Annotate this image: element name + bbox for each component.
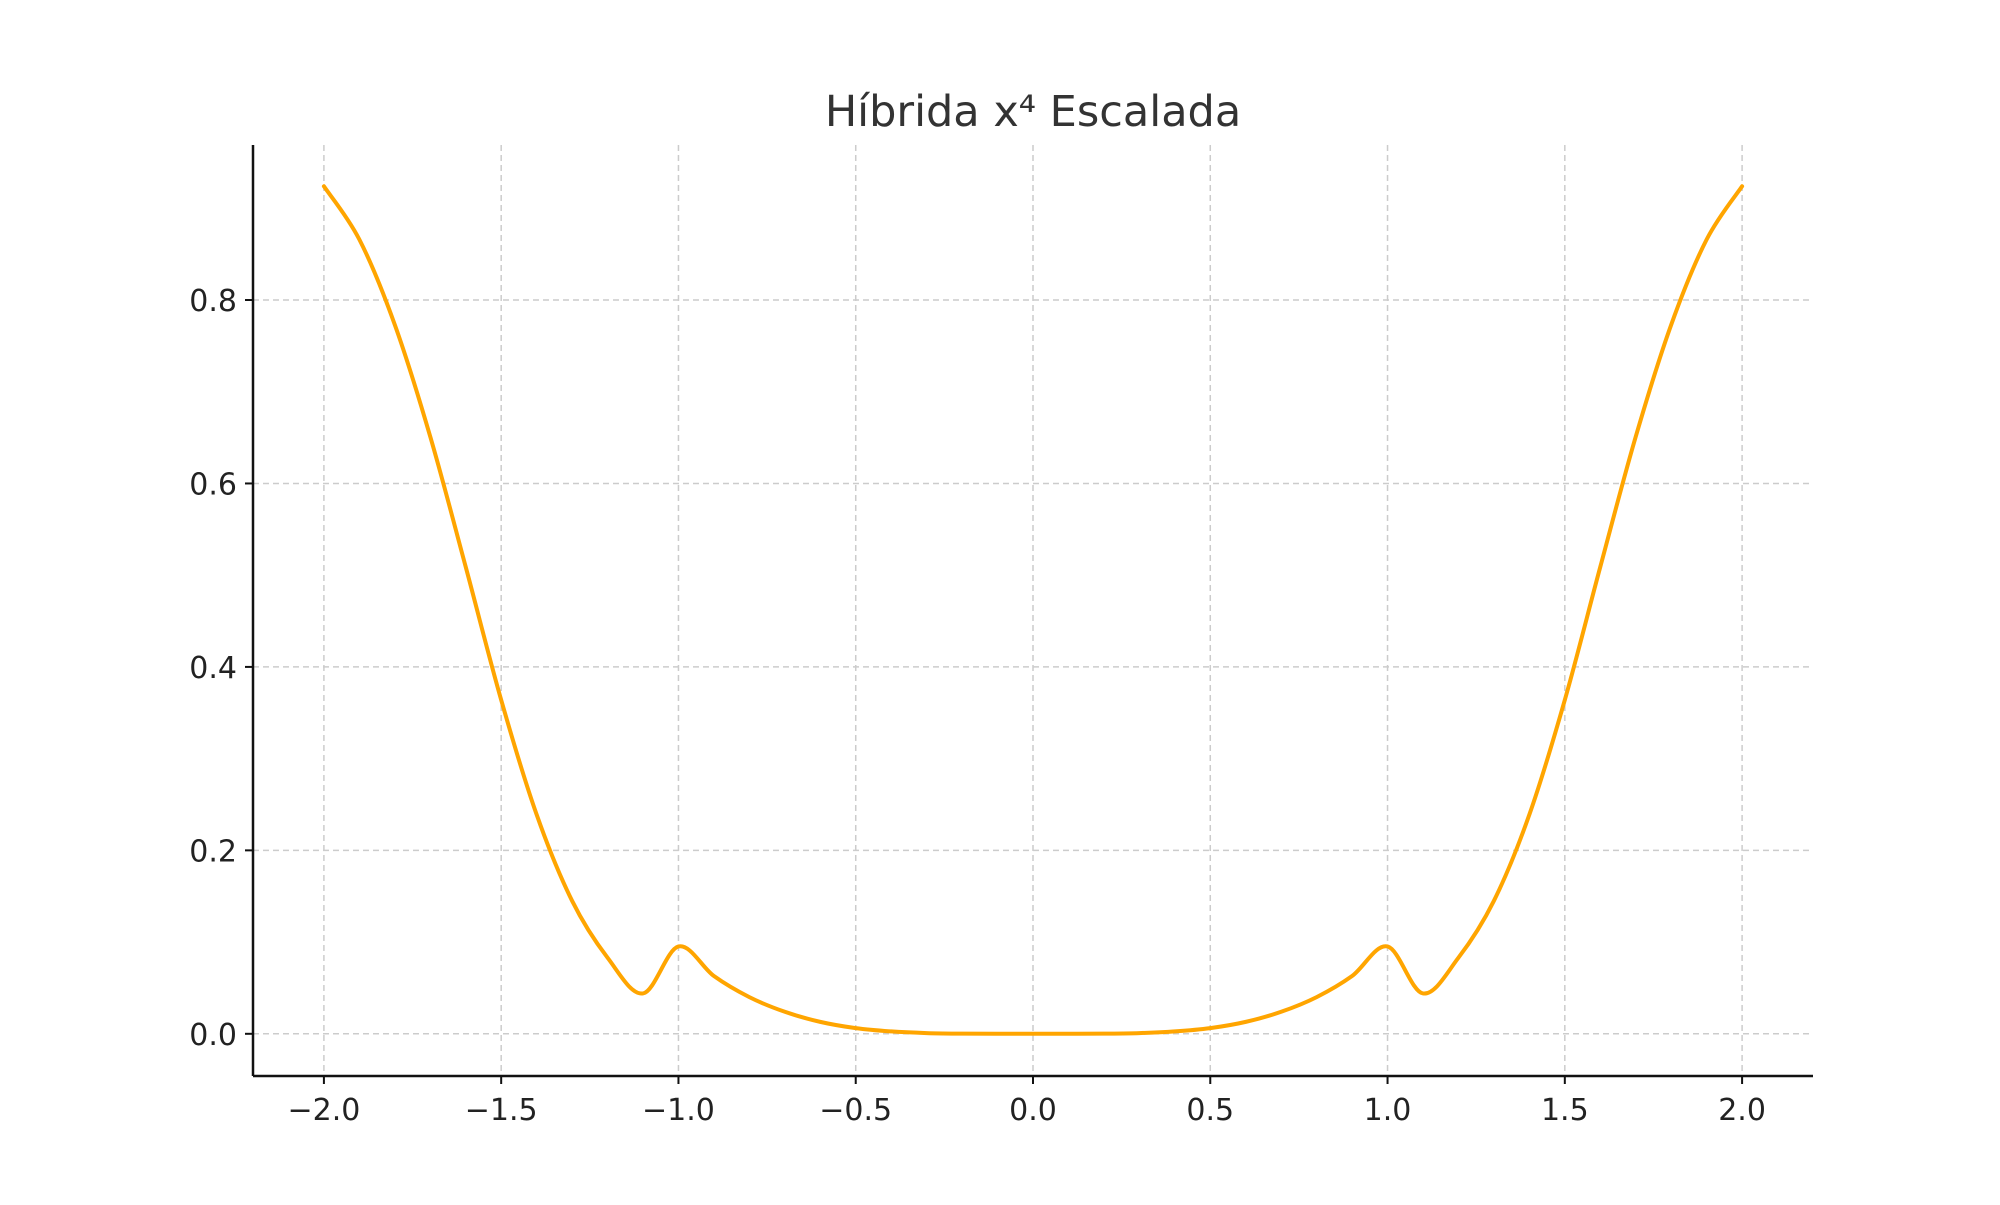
series-layer	[321, 184, 1745, 1036]
y-tick-label: 0.0	[189, 1018, 237, 1053]
x-tick-label: 0.0	[1009, 1093, 1057, 1128]
y-tick-label: 0.8	[189, 284, 237, 319]
series-line	[321, 184, 1745, 1036]
ticks: −2.0 −1.5 −1.0 −0.5 0.0 0.5 1.0 1.5 2.0 0.0 0.2 0.4…	[189, 284, 1766, 1128]
y-tick-label: 0.6	[189, 467, 237, 502]
x-tick-label: −1.5	[465, 1093, 538, 1128]
chart-title: Híbrida x⁴ Escalada	[825, 87, 1241, 137]
grid	[253, 145, 1813, 1076]
x-tick-label: 1.0	[1364, 1093, 1412, 1128]
x-tick-label: −0.5	[819, 1093, 892, 1128]
y-tick-label: 0.2	[189, 834, 237, 869]
x-tick-label: 1.5	[1541, 1093, 1589, 1128]
y-tick-label: 0.4	[189, 651, 237, 686]
x-tick-label: −2.0	[287, 1093, 360, 1128]
x-tick-label: 2.0	[1718, 1093, 1766, 1128]
x-tick-label: −1.0	[642, 1093, 715, 1128]
x-tick-label: 0.5	[1186, 1093, 1234, 1128]
